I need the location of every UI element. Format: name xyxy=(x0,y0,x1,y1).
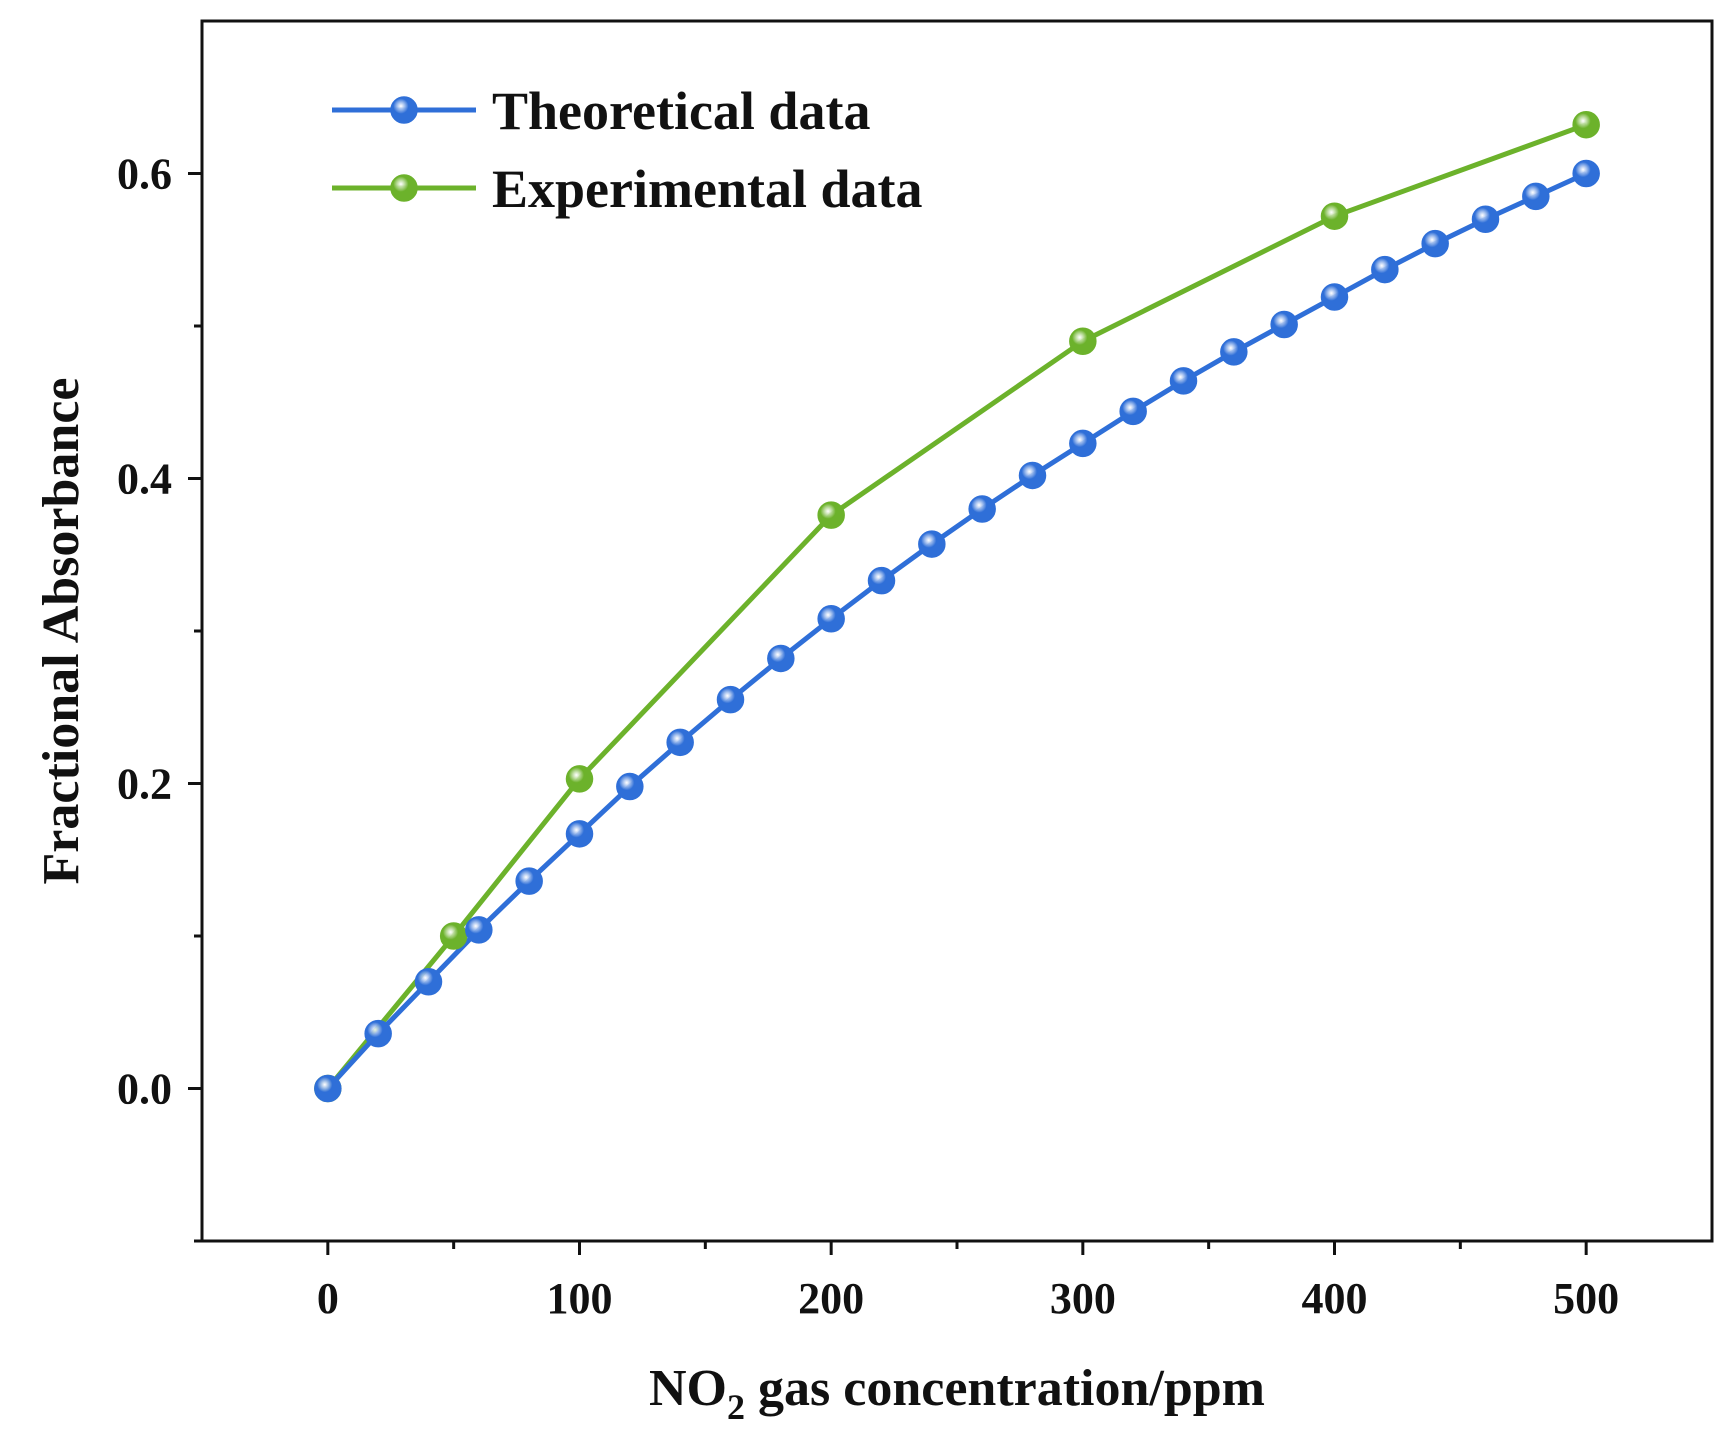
x-axis-label: NO2 gas concentration/ppm xyxy=(649,1360,1265,1427)
theoretical-data-point xyxy=(1119,397,1147,426)
y-tick-label: 0.4 xyxy=(117,455,172,504)
theoretical-data-point xyxy=(968,495,996,523)
theoretical-data-point xyxy=(364,1019,392,1048)
y-tick-label: 0.6 xyxy=(117,150,172,199)
legend-theoretical-data-label: Theoretical data xyxy=(492,81,870,141)
theoretical-data-point xyxy=(1572,159,1600,188)
theoretical-data-point xyxy=(414,968,443,996)
x-axis-label-main: NO xyxy=(649,1360,727,1417)
theoretical-data-point xyxy=(1522,182,1550,211)
theoretical-data-point xyxy=(716,685,745,714)
theoretical-data-point xyxy=(565,820,594,848)
x-tick-label: 300 xyxy=(1050,1274,1116,1323)
x-axis-label-subscript: 2 xyxy=(727,1387,745,1427)
theoretical-data-point xyxy=(465,916,493,944)
theoretical-data-point xyxy=(515,867,543,895)
theoretical-data-point xyxy=(314,1074,342,1103)
y-tick-label: 0.2 xyxy=(117,760,172,809)
experimental-data-point xyxy=(439,922,468,950)
experimental-data-point xyxy=(565,765,594,793)
x-tick-label: 100 xyxy=(547,1274,613,1323)
legend-theoretical-data-marker xyxy=(390,96,418,124)
legend-experimental-data-marker xyxy=(390,174,418,202)
legend-experimental-data-label: Experimental data xyxy=(492,159,922,219)
theoretical-data-point xyxy=(1069,429,1097,458)
axis-tick-labels: 0 100 200 300 400 500 0.0 0.2 0.4 0.6 xyxy=(117,150,1619,1324)
theoretical-data-point xyxy=(1220,338,1248,366)
theoretical-data-point xyxy=(1421,229,1449,258)
x-axis-label-rest: gas concentration/ppm xyxy=(745,1360,1265,1417)
theoretical-data-point xyxy=(616,772,644,801)
x-tick-label: 500 xyxy=(1553,1274,1619,1323)
theoretical-data-point xyxy=(1320,283,1349,311)
x-tick-label: 400 xyxy=(1302,1274,1368,1323)
plot-frame xyxy=(200,19,1714,1243)
theoretical-data-point xyxy=(767,644,795,673)
theoretical-data-point xyxy=(666,728,694,757)
theoretical-data-point xyxy=(1169,367,1198,395)
theoretical-data-point xyxy=(817,605,845,633)
experimental-data-point xyxy=(1320,202,1349,230)
theoretical-data-point xyxy=(1018,461,1047,490)
experimental-data-point xyxy=(1572,110,1600,139)
x-tick-label: 0 xyxy=(317,1274,339,1323)
experimental-data-point xyxy=(1069,327,1097,355)
theoretical-data-point xyxy=(1371,255,1399,284)
y-axis-label: Fractional Absorbance xyxy=(33,378,90,885)
series-markers xyxy=(314,110,1600,1103)
legend: Theoretical data Experimental data xyxy=(332,81,922,219)
theoretical-data-point xyxy=(1471,205,1500,233)
axis-ticks xyxy=(188,172,1588,1255)
x-tick-label: 200 xyxy=(798,1274,864,1323)
y-tick-label: 0.0 xyxy=(117,1065,172,1114)
experimental-data-point xyxy=(817,501,845,529)
theoretical-data-point xyxy=(1270,310,1298,339)
theoretical-data-line xyxy=(325,171,1588,1091)
theoretical-data-point xyxy=(918,530,946,558)
theoretical-data-point xyxy=(867,566,896,595)
